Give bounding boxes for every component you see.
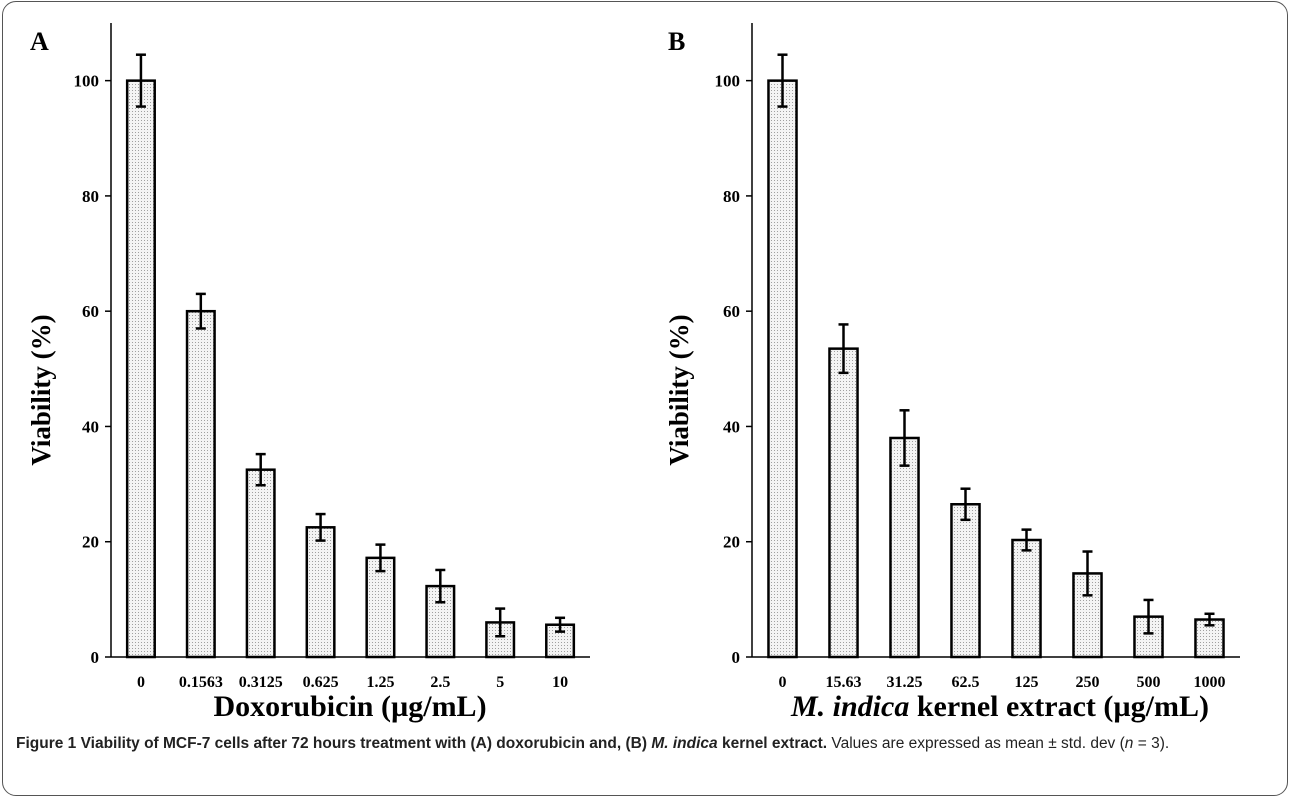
caption-title-part1: Viability of MCF-7 cells after 72 hours … xyxy=(76,735,652,752)
bar xyxy=(1194,618,1225,659)
y-tick-label: 20 xyxy=(82,533,99,552)
caption-body-part2: = 3). xyxy=(1133,735,1170,752)
bar xyxy=(245,468,276,659)
bar xyxy=(1072,572,1103,659)
bar xyxy=(1011,538,1042,659)
y-tick-label: 100 xyxy=(715,72,741,91)
y-tick-label: 40 xyxy=(82,417,99,436)
y-tick-label: 0 xyxy=(732,648,741,667)
chart-panel-b: B 0 20 40 60 80 100 Viability (%) 0 15.63 31.25 62.… xyxy=(664,23,1240,723)
y-tick-label: 60 xyxy=(723,302,740,321)
x-axis-label: Doxorubicin (µg/mL) xyxy=(213,690,486,723)
x-tick-label: 1.25 xyxy=(366,674,394,691)
x-tick-label: 0 xyxy=(137,674,145,691)
bar xyxy=(767,79,798,659)
x-tick-label: 2.5 xyxy=(430,674,450,691)
x-axis-label: M. indica kernel extract (µg/mL) xyxy=(790,690,1209,723)
x-axis-label-italic: M. indica xyxy=(790,690,909,723)
caption-body-part1: Values are expressed as mean ± std. dev … xyxy=(827,735,1125,752)
caption-title-italic: M. indica xyxy=(651,735,718,752)
bar xyxy=(125,79,156,659)
y-axis-label: Viability (%) xyxy=(664,314,694,465)
x-tick-label: 0 xyxy=(779,674,787,691)
bar xyxy=(365,556,396,659)
x-tick-label: 15.63 xyxy=(826,674,862,691)
x-tick-label: 1000 xyxy=(1194,674,1226,691)
x-tick-label: 62.5 xyxy=(952,674,980,691)
chart-panel-a: A 0 20 40 60 80 100 Viability (%) 0 0.1563 0.3125 0… xyxy=(26,23,590,723)
bar xyxy=(889,436,920,659)
x-tick-label: 0.625 xyxy=(303,674,339,691)
x-tick-label: 0.3125 xyxy=(239,674,283,691)
x-axis-label-text: Doxorubicin (µg/mL) xyxy=(213,690,486,723)
y-tick-label: 80 xyxy=(723,187,740,206)
bar xyxy=(950,503,981,659)
y-tick-label: 20 xyxy=(723,533,740,552)
x-tick-label: 31.25 xyxy=(887,674,923,691)
y-tick-label: 40 xyxy=(723,417,740,436)
panel-label: B xyxy=(668,27,685,56)
y-tick-label: 60 xyxy=(82,302,99,321)
y-tick-label: 0 xyxy=(91,648,100,667)
x-tick-label: 125 xyxy=(1015,674,1039,691)
caption-figure-label: Figure 1 xyxy=(16,735,77,752)
x-tick-label: 10 xyxy=(552,674,568,691)
x-tick-label: 5 xyxy=(496,674,504,691)
x-tick-label: 0.1563 xyxy=(179,674,223,691)
bar xyxy=(828,347,859,659)
x-axis-label-text: kernel extract (µg/mL) xyxy=(909,690,1209,723)
bar xyxy=(185,309,216,659)
caption-body-italic: n xyxy=(1124,735,1134,752)
figure-caption: Figure 1 Viability of MCF-7 cells after … xyxy=(16,733,1278,755)
y-axis-label: Viability (%) xyxy=(26,314,56,465)
bar xyxy=(305,526,336,659)
caption-title-part2: kernel extract. xyxy=(717,735,828,752)
x-tick-label: 500 xyxy=(1137,674,1161,691)
panel-label: A xyxy=(30,27,49,56)
y-tick-label: 80 xyxy=(82,187,99,206)
y-tick-label: 100 xyxy=(74,72,100,91)
x-tick-label: 250 xyxy=(1076,674,1100,691)
